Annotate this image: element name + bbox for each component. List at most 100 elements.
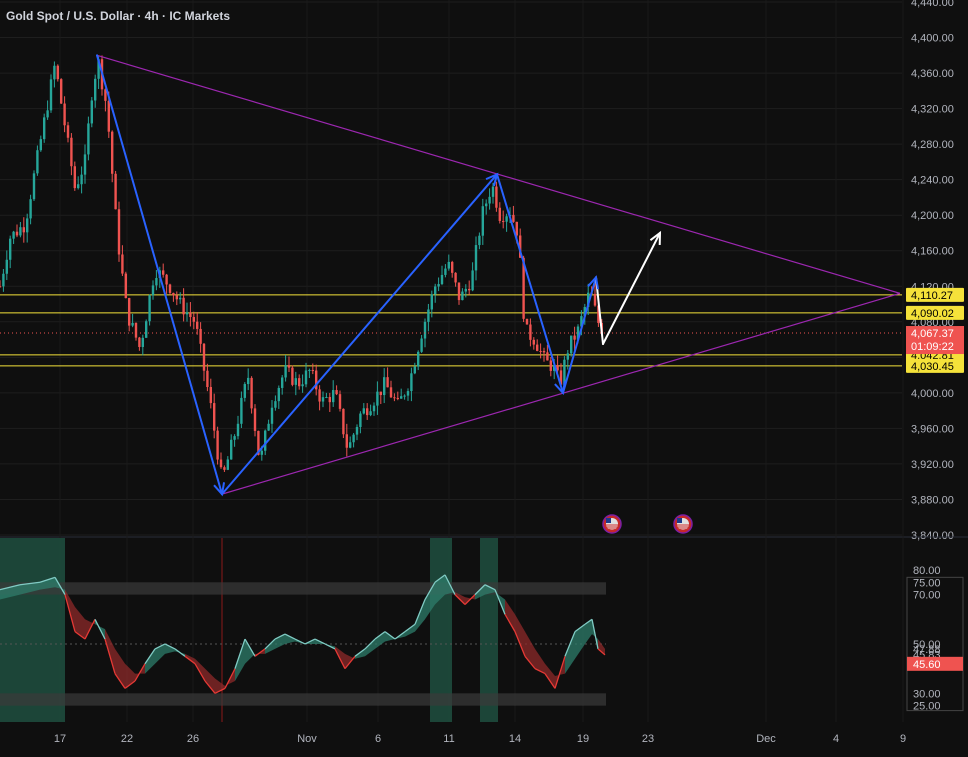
oscillator-fast-line xyxy=(414,599,426,625)
level-price-tag: 4,110.27 xyxy=(906,287,964,302)
oscillator-fill-up xyxy=(235,639,245,681)
oscillator-y-tick-label: 47.88 xyxy=(913,644,941,656)
candle-body xyxy=(583,307,586,317)
candle-body xyxy=(104,89,107,101)
candle-body xyxy=(236,423,240,437)
candle-body xyxy=(243,384,246,398)
oscillator-fast-line xyxy=(144,648,156,665)
candle-body xyxy=(77,184,80,189)
oscillator-fill-down xyxy=(75,606,85,640)
candle-body xyxy=(485,203,488,207)
oscillator-fast-line xyxy=(204,680,216,694)
wave-segment xyxy=(562,276,597,394)
candle-body xyxy=(141,337,144,347)
candle-body xyxy=(250,377,253,409)
candle-body xyxy=(128,298,131,326)
candle-body xyxy=(46,110,49,118)
candle-body xyxy=(138,337,141,347)
candle-body xyxy=(311,369,314,371)
oscillator-fast-line xyxy=(254,648,266,657)
x-tick-label: 26 xyxy=(187,733,199,745)
candle-body xyxy=(247,377,250,385)
candle-body xyxy=(474,245,478,271)
oscillator-fast-line xyxy=(84,618,96,640)
oscillator-fast-line xyxy=(344,655,356,670)
candle-body xyxy=(593,293,597,306)
oscillator-fast-line xyxy=(184,655,196,665)
y-tick-label: 4,280.00 xyxy=(911,139,954,151)
candle-body xyxy=(400,396,403,399)
wave-segment xyxy=(221,173,498,496)
candle-body xyxy=(406,391,410,396)
oscillator-fast-line xyxy=(424,581,436,600)
oscillator-fast-line xyxy=(304,638,316,645)
oscillator-fill-down xyxy=(115,648,125,689)
x-tick-label: 4 xyxy=(833,733,839,745)
candle-body xyxy=(189,312,192,318)
candle-body xyxy=(206,370,209,388)
candle-body xyxy=(216,430,219,460)
candle-body xyxy=(359,413,362,428)
oscillator-highlight-zone xyxy=(0,538,65,722)
oscillator-y-tick-label: 70.00 xyxy=(913,590,941,602)
oscillator-fast-line xyxy=(64,594,76,632)
oscillator-fast-line xyxy=(74,631,86,640)
candle-body xyxy=(213,403,216,431)
y-tick-label: 4,000.00 xyxy=(911,388,954,400)
candle-body xyxy=(332,390,335,403)
candle-body xyxy=(525,318,529,325)
triangle-lower-line xyxy=(221,292,901,495)
candle-body xyxy=(97,59,100,79)
oscillator-fill-up xyxy=(375,631,385,649)
candle-body xyxy=(318,389,321,402)
candle-body xyxy=(83,154,87,175)
candle-body xyxy=(19,227,22,236)
candle-body xyxy=(301,384,304,387)
oscillator-fast-line xyxy=(224,668,236,689)
candle-body xyxy=(325,396,328,398)
candle-body xyxy=(124,273,127,299)
oscillator-fast-line xyxy=(354,648,366,657)
candle-body xyxy=(597,305,600,323)
us-flag-event-icon xyxy=(602,514,622,534)
candle-body xyxy=(267,423,270,431)
oscillator-fill-up xyxy=(165,643,175,654)
triangle-upper-line xyxy=(96,54,901,294)
candle-body xyxy=(539,350,542,352)
oscillator-fast-line xyxy=(514,631,526,657)
candle-body xyxy=(264,430,267,451)
oscillator-fill-up xyxy=(425,582,435,620)
oscillator-fast-line xyxy=(124,680,136,689)
oscillator-fast-line xyxy=(597,648,606,656)
candle-body xyxy=(383,377,386,396)
candle-body xyxy=(260,450,263,455)
candle-body xyxy=(549,360,552,371)
candle-body xyxy=(168,284,172,293)
oscillator-fill-down xyxy=(535,648,545,674)
candle-body xyxy=(185,312,189,315)
candle-body xyxy=(172,292,175,296)
candle-body xyxy=(349,442,352,448)
candle-body xyxy=(566,353,569,360)
oscillator-fast-line xyxy=(244,638,256,657)
oscillator-y-tick-label: 25.00 xyxy=(913,701,941,713)
y-tick-label: 4,200.00 xyxy=(911,210,954,222)
wave-arrow-head xyxy=(554,380,566,396)
candle-body xyxy=(94,78,97,101)
oscillator-fill-up xyxy=(155,643,165,664)
candle-body xyxy=(478,235,481,246)
candle-body xyxy=(5,259,8,274)
candle-body xyxy=(403,395,406,397)
candle-body xyxy=(546,352,549,361)
candle-body xyxy=(53,65,56,80)
oscillator-y-tick-label: 80.00 xyxy=(913,565,941,577)
candle-body xyxy=(90,100,93,124)
oscillator-current-tag: 45.60 xyxy=(907,656,963,671)
candle-body xyxy=(223,467,226,470)
candle-body xyxy=(461,291,464,301)
candle-body xyxy=(423,321,427,339)
candle-body xyxy=(362,408,365,414)
y-tick-label: 3,960.00 xyxy=(911,423,954,435)
